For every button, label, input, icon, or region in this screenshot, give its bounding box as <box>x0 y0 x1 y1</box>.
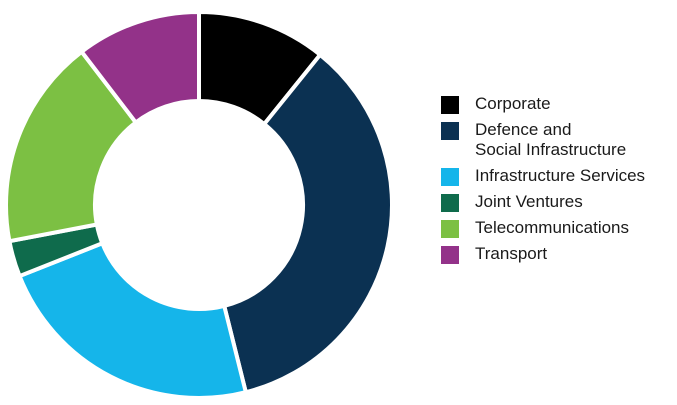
chart-legend: Corporate Defence and Social Infrastruct… <box>441 94 675 270</box>
legend-swatch-defence-and-social-infrastructure <box>441 122 459 140</box>
legend-label-telecommunications: Telecommunications <box>475 218 630 237</box>
legend-item-transport: Transport <box>441 244 675 264</box>
legend-label-joint-ventures: Joint Ventures <box>475 192 583 211</box>
slice-infrastructure-services <box>16 240 249 400</box>
legend-swatch-corporate <box>441 96 459 114</box>
slice-transport <box>78 9 201 126</box>
legend-item-infrastructure-services: Infrastructure Services <box>441 166 675 186</box>
legend-label-infrastructure-services: Infrastructure Services <box>475 166 646 185</box>
slice-defence-and-social-infrastructure <box>221 51 394 395</box>
legend-label-transport: Transport <box>475 244 548 263</box>
legend-swatch-telecommunications <box>441 220 459 238</box>
legend-item-telecommunications: Telecommunications <box>441 218 675 238</box>
legend-item-joint-ventures: Joint Ventures <box>441 192 675 212</box>
legend-label-corporate: Corporate <box>475 94 551 113</box>
legend-item-defence-and-social-infrastructure: Defence and Social Infrastructure <box>441 120 675 160</box>
legend-swatch-joint-ventures <box>441 194 459 212</box>
legend-swatch-infrastructure-services <box>441 168 459 186</box>
legend-label-defence-and-social-infrastructure: Defence and Social Infrastructure <box>475 120 627 159</box>
legend-swatch-transport <box>441 246 459 264</box>
slice-telecommunications <box>4 48 139 244</box>
legend-item-corporate: Corporate <box>441 94 675 114</box>
